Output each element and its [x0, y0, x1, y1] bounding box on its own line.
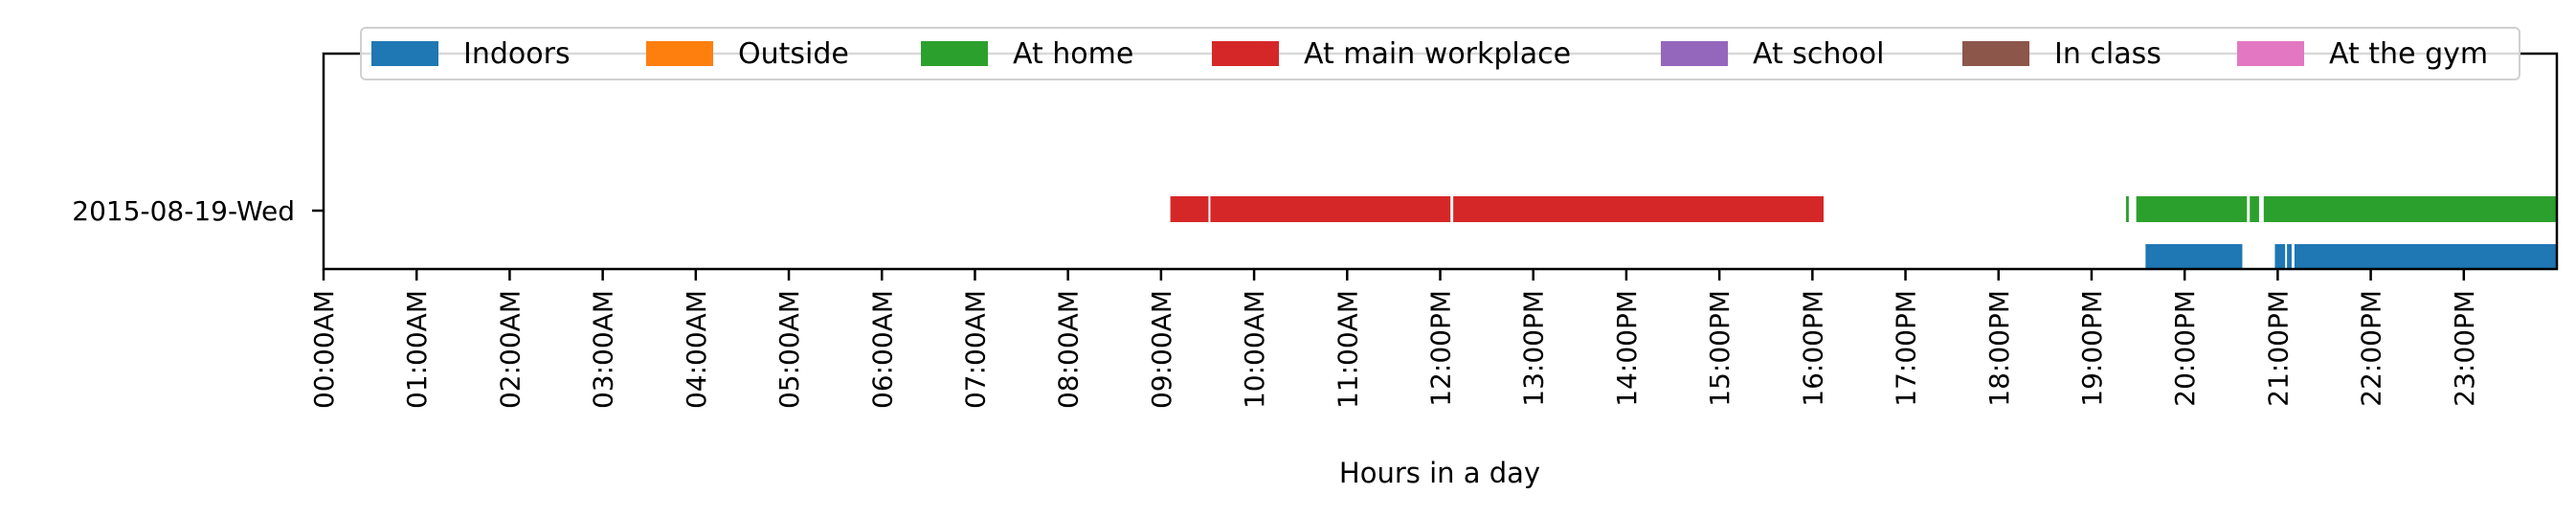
y-tick-layer: 2015-08-19-Wed	[72, 195, 324, 227]
bar-segment-at-main-workplace	[1170, 196, 1209, 222]
x-tick-label: 18:00PM	[1983, 290, 2015, 407]
bar-segment-indoors	[2287, 244, 2292, 268]
legend-swatch-outside	[646, 41, 713, 66]
legend-swatch-in-class	[1962, 41, 2029, 66]
bar-segment-at-main-workplace	[1210, 196, 1451, 222]
x-tick-label: 06:00AM	[866, 290, 898, 409]
x-tick-label: 03:00AM	[588, 290, 619, 409]
x-tick-label: 07:00AM	[959, 290, 991, 409]
y-tick-label: 2015-08-19-Wed	[72, 195, 295, 227]
x-tick-label: 00:00AM	[308, 290, 340, 409]
x-tick-label: 21:00PM	[2262, 290, 2294, 407]
bar-segment-at-home	[2136, 196, 2248, 222]
x-tick-label: 08:00AM	[1053, 290, 1085, 409]
legend-frame	[360, 27, 2520, 80]
bar-segment-indoors	[2274, 244, 2286, 268]
x-tick-label: 15:00PM	[1704, 290, 1736, 407]
x-tick-label: 22:00PM	[2356, 290, 2387, 407]
x-tick-label: 10:00AM	[1239, 290, 1270, 409]
bar-segment-at-home	[2263, 196, 2557, 222]
bar-segment-at-home	[2125, 196, 2129, 222]
x-tick-label: 17:00PM	[1891, 290, 1922, 407]
bar-segment-at-home	[2250, 196, 2259, 222]
x-tick-label: 02:00AM	[494, 290, 526, 409]
x-axis-title: Hours in a day	[1339, 457, 1540, 489]
legend-swatch-at-the-gym	[2237, 41, 2304, 66]
x-tick-label: 14:00PM	[1611, 290, 1643, 407]
legend-label-in-class: In class	[2054, 37, 2162, 71]
legend-swatch-at-home	[921, 41, 988, 66]
legend-label-at-main-workplace: At main workplace	[1304, 37, 1571, 71]
x-tick-label: 05:00AM	[773, 290, 805, 409]
x-tick-label: 01:00AM	[401, 290, 433, 409]
plot-frame	[322, 52, 2559, 271]
legend-label-indoors: Indoors	[463, 37, 571, 71]
x-tick-label: 12:00PM	[1425, 290, 1457, 407]
legend-label-at-the-gym: At the gym	[2329, 37, 2488, 71]
bars-layer	[1170, 196, 2557, 268]
bar-segment-at-main-workplace	[1453, 196, 1824, 222]
x-tick-label: 19:00PM	[2076, 290, 2108, 407]
x-tick-label: 11:00AM	[1332, 290, 1363, 409]
x-tick-label: 09:00AM	[1146, 290, 1177, 409]
legend-swatch-indoors	[371, 41, 438, 66]
x-tick-label: 04:00AM	[681, 290, 712, 409]
legend-swatch-at-school	[1661, 41, 1728, 66]
legend-label-outside: Outside	[738, 37, 849, 71]
x-tick-label: 16:00PM	[1797, 290, 1828, 407]
x-tick-label: 20:00PM	[2169, 290, 2201, 407]
legend-label-at-school: At school	[1753, 37, 1884, 71]
bar-segment-indoors	[2145, 244, 2243, 268]
bar-segment-indoors	[2294, 244, 2557, 268]
x-tick-label: 23:00PM	[2449, 290, 2480, 407]
legend-label-at-home: At home	[1013, 37, 1133, 71]
legend-swatch-at-main-workplace	[1212, 41, 1279, 66]
x-ticks-layer: 00:00AM 01:00AM 02:00AM 03:00AM 04:00AM 05:00…	[308, 269, 2480, 409]
x-tick-label: 13:00PM	[1518, 290, 1550, 407]
legend: Indoors Outside At home At main workplace At…	[360, 27, 2520, 80]
